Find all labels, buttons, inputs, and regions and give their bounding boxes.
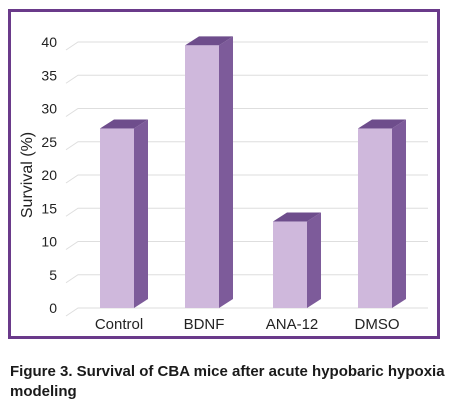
y-tick-label: 40 xyxy=(41,34,57,50)
x-tick-label: DMSO xyxy=(355,316,400,333)
bar-side-face xyxy=(307,212,321,308)
bar-top-face xyxy=(273,212,321,222)
y-axis-label: Survival (%) xyxy=(19,132,36,218)
bars xyxy=(100,36,406,308)
bar-chart: 0 5 10 15 20 25 30 35 40 Control BDNF ANA-12 DMSO S… xyxy=(19,34,428,333)
gridline xyxy=(65,41,428,51)
x-tick-label: Control xyxy=(95,316,143,333)
y-tick-label: 35 xyxy=(41,67,57,83)
x-tick-label: BDNF xyxy=(184,316,225,333)
bar xyxy=(273,212,321,308)
gridline xyxy=(65,174,428,184)
bar-side-face xyxy=(134,119,148,308)
gridline xyxy=(65,108,428,117)
y-tick-label: 5 xyxy=(49,267,57,283)
x-tick-label: ANA-12 xyxy=(266,316,319,333)
bar xyxy=(100,119,148,308)
bar-front-face xyxy=(273,221,307,308)
y-tick-label: 10 xyxy=(41,234,57,250)
bar-front-face xyxy=(185,45,219,308)
bar xyxy=(185,36,233,308)
y-tick-label: 15 xyxy=(41,200,57,216)
y-axis-ticks: 0 5 10 15 20 25 30 35 40 xyxy=(41,34,57,316)
gridline xyxy=(65,307,428,317)
bar-top-face xyxy=(185,36,233,46)
bar-front-face xyxy=(100,128,134,308)
bar-side-face xyxy=(219,36,233,308)
y-tick-label: 20 xyxy=(41,167,57,183)
gridline xyxy=(65,141,428,151)
bar-top-face xyxy=(358,119,406,129)
y-tick-label: 0 xyxy=(49,300,57,316)
x-axis-ticks: Control BDNF ANA-12 DMSO xyxy=(95,316,400,333)
figure-caption: Figure 3. Survival of CBA mice after acu… xyxy=(10,363,445,400)
bar-top-face xyxy=(100,119,148,129)
gridlines xyxy=(65,41,428,317)
gridline xyxy=(65,207,428,217)
gridline xyxy=(65,74,428,84)
y-tick-label: 25 xyxy=(41,134,57,150)
bar-side-face xyxy=(392,119,406,308)
y-tick-label: 30 xyxy=(41,101,57,117)
bar xyxy=(358,119,406,308)
bar-front-face xyxy=(358,128,392,308)
